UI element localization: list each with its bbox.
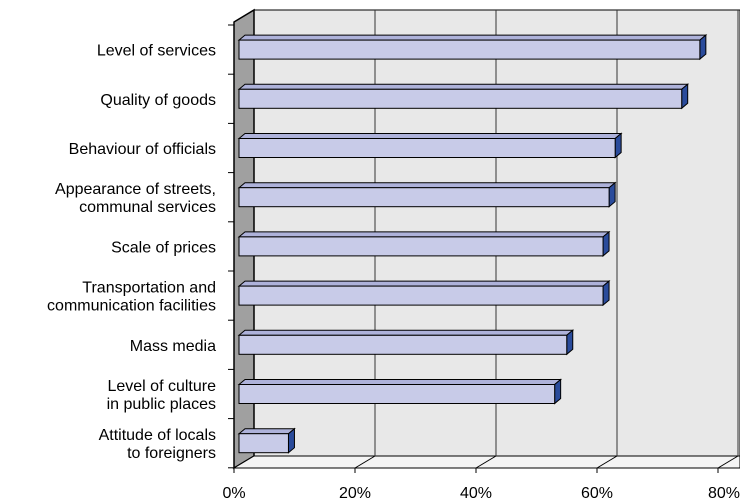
floor-gridline <box>475 455 497 469</box>
bar-side <box>681 83 689 110</box>
bar-top <box>237 231 611 238</box>
category-label: Level of culture in public places <box>107 378 217 413</box>
bar-top <box>237 133 623 139</box>
category-label-line: Appearance of streets, <box>55 181 216 198</box>
category-label: Scale of prices <box>111 239 216 256</box>
category-label: Appearance of streets, communal services <box>55 181 216 216</box>
bar <box>238 285 604 306</box>
category-label: Quality of goods <box>100 92 216 109</box>
category-label-line: Mass media <box>130 338 216 355</box>
floor-gridline <box>717 455 739 469</box>
bar-side <box>602 230 610 257</box>
floor-gridline <box>354 455 376 469</box>
category-label: Transportation and communication faciliti… <box>47 280 216 315</box>
category-label: Behaviour of officials <box>69 141 216 158</box>
bar-side <box>287 427 295 454</box>
x-tick-label: 80% <box>708 485 740 502</box>
bar <box>238 384 556 404</box>
bar-top <box>237 280 611 287</box>
bar-top <box>237 182 617 189</box>
x-tick-label: 20% <box>339 485 371 502</box>
bar <box>238 236 604 257</box>
category-label-line: Scale of prices <box>111 239 216 256</box>
category-label-line: Transportation and <box>82 280 216 297</box>
bar-top <box>237 428 296 435</box>
x-tick-label: 60% <box>581 485 613 502</box>
bar <box>238 88 683 109</box>
category-labels: Level of services Quality of goods Behavio… <box>47 24 234 469</box>
category-label-line: Quality of goods <box>100 92 216 109</box>
bar-side <box>614 132 622 159</box>
category-label: Level of services <box>97 43 216 60</box>
category-label-line: communication facilities <box>47 298 216 315</box>
chart-bars <box>237 34 708 454</box>
x-tick-label: 40% <box>460 485 492 502</box>
bar-side <box>608 181 616 208</box>
category-label-line: Behaviour of officials <box>69 141 216 158</box>
category-label: Attitude of locals to foreigners <box>99 427 216 462</box>
bar <box>238 334 568 355</box>
floor <box>232 455 740 469</box>
category-label-line: to foreigners <box>127 445 216 462</box>
bar-top <box>237 329 575 336</box>
category-label-line: communal services <box>79 199 216 216</box>
bar <box>238 39 701 60</box>
bar-side <box>602 280 610 307</box>
category-label-line: in public places <box>107 396 216 413</box>
bar-side <box>566 329 574 356</box>
category-label-line: Attitude of locals <box>99 427 216 444</box>
category-label-line: Level of culture <box>107 378 216 395</box>
bar-top <box>237 34 708 41</box>
bar-top <box>237 83 690 90</box>
bar-side <box>699 34 707 61</box>
bar <box>238 138 616 158</box>
x-tick-label: 0% <box>222 485 245 502</box>
bar-top <box>237 379 563 385</box>
floor-gridline <box>596 455 618 469</box>
bar-side <box>554 378 562 405</box>
bar <box>238 187 610 208</box>
category-label: Mass media <box>130 338 216 355</box>
x-tick-labels: 0% 20% 40% 60% 80% <box>222 468 740 502</box>
category-label-line: Level of services <box>97 43 216 60</box>
bar <box>238 433 289 454</box>
